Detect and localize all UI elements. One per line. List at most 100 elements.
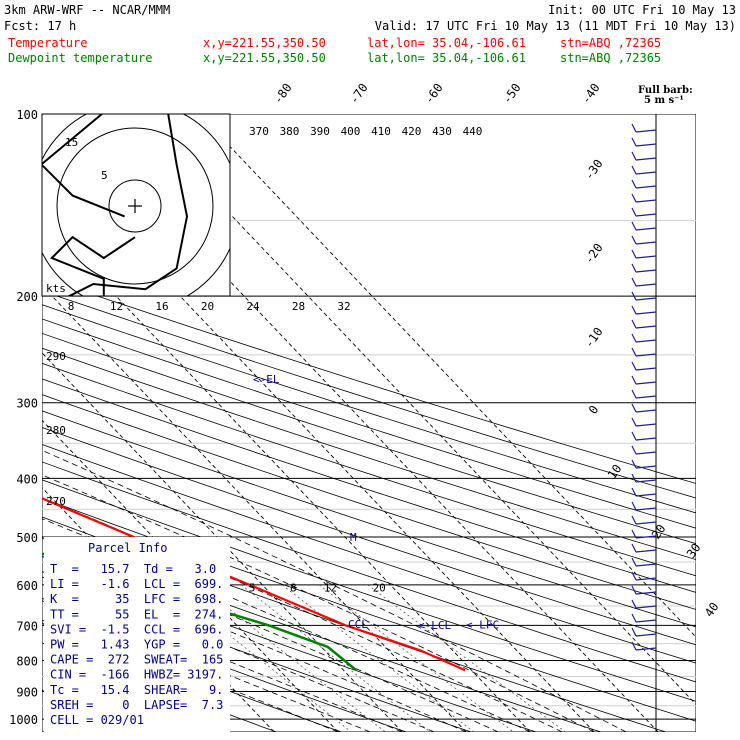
barb-legend-unit: 5 m s⁻¹ xyxy=(644,95,684,106)
wind-barb xyxy=(631,515,657,525)
dry-adiabat xyxy=(42,290,696,499)
wind-barb xyxy=(631,165,657,175)
parcel-info-line: LI = -1.6 LCL = 699. xyxy=(50,577,223,591)
wind-barb xyxy=(631,249,657,259)
legend-dew-latlon: lat,lon= 35.04,-106.61 xyxy=(367,51,526,65)
parcel-info-line: CELL = 029/01 xyxy=(50,713,144,727)
wind-barb xyxy=(631,557,657,567)
parcel-info-line: CIN = -166 HWBZ= 3197. xyxy=(50,668,223,682)
hodograph-trace xyxy=(42,114,189,296)
theta-label: 420 xyxy=(402,125,422,138)
barb-legend-title: Full barb: xyxy=(638,85,693,96)
dry-adiabat xyxy=(42,427,696,646)
legend-temperature: Temperature xyxy=(8,36,87,50)
moist-adiabat xyxy=(42,600,371,732)
mixing-ratio-line xyxy=(198,584,386,732)
wind-barb xyxy=(631,599,657,609)
isotherm-label: 10 xyxy=(605,462,625,482)
moist-adiabat xyxy=(42,497,563,732)
hodograph-ring-label: 15 xyxy=(65,136,78,149)
hodo-speed-label: 12 xyxy=(110,300,123,313)
wind-barb xyxy=(631,641,657,651)
dry-adiabat xyxy=(42,347,696,561)
dry-adiabat xyxy=(42,461,696,683)
hodo-speed-label: 24 xyxy=(246,300,260,313)
pressure-label: 600 xyxy=(16,579,38,593)
dry-adiabat xyxy=(42,378,696,593)
legend-temp-stn: stn=ABQ ,72365 xyxy=(560,36,661,50)
theta-label: 430 xyxy=(432,125,452,138)
theta-label: 410 xyxy=(371,125,391,138)
pressure-label: 300 xyxy=(16,397,38,411)
mixing-ratio-label: 5 xyxy=(249,582,256,595)
wind-barb xyxy=(631,263,657,273)
hodo-speed-unit: kts xyxy=(46,282,66,295)
dewpoint-profile xyxy=(42,552,358,672)
wind-barb xyxy=(631,235,657,245)
sounding-profiles xyxy=(42,497,466,672)
wind-barb xyxy=(631,277,657,287)
dry-adiabat xyxy=(42,410,696,628)
lcl-marker: <-LCL xyxy=(418,619,451,632)
legend-temp-xy: x,y=221.55,350.50 xyxy=(203,36,326,50)
hodo-speed-label: 16 xyxy=(155,300,168,313)
theta-label: 440 xyxy=(463,125,483,138)
hodo-speed-label: 28 xyxy=(292,300,305,313)
parcel-info-panel: Parcel Info T = 15.7 Td = 3.0LI = -1.6 L… xyxy=(44,537,230,732)
dry-adiabat xyxy=(42,576,472,732)
mixing-ratio-line xyxy=(318,584,514,732)
mixing-ratio-line xyxy=(240,584,431,732)
parcel-info-line: PW = 1.43 YGP = 0.0 xyxy=(50,638,223,652)
isotherm xyxy=(42,352,403,732)
dry-adiabat xyxy=(42,318,696,529)
wind-barb xyxy=(631,613,657,623)
wind-barb xyxy=(631,333,657,343)
wind-barb xyxy=(631,361,657,371)
isotherm xyxy=(198,114,696,638)
theta-label: 380 xyxy=(280,125,300,138)
wind-barb xyxy=(631,585,657,595)
theta-label: 390 xyxy=(310,125,330,138)
wind-barb xyxy=(631,179,657,189)
legend-dewpoint: Dewpoint temperature xyxy=(8,51,153,65)
ccl-marker: CCL xyxy=(348,618,368,631)
wind-barb xyxy=(631,571,657,581)
wind-barb xyxy=(631,193,657,203)
wind-barb xyxy=(631,151,657,161)
dry-adiabat xyxy=(42,394,696,610)
parcel-info-line: T = 15.7 Td = 3.0 xyxy=(50,562,216,576)
parcel-info-line: K = 35 LFC = 698. xyxy=(50,592,223,606)
parcel-info-line: CAPE = 272 SWEAT= 165 xyxy=(50,653,223,667)
wind-barb xyxy=(631,305,657,315)
pressure-label: 100 xyxy=(16,108,38,122)
wind-barb xyxy=(631,627,657,637)
hodograph-ring-label: 5 xyxy=(101,169,108,182)
valid-time: Valid: 17 UTC Fri 10 May 13 (11 MDT Fri … xyxy=(375,19,736,33)
pressure-label: 800 xyxy=(16,655,38,669)
pressure-label: 900 xyxy=(16,685,38,699)
hodo-speed-label: 8 xyxy=(68,300,75,313)
wind-barb xyxy=(631,543,657,553)
theta-label: 400 xyxy=(341,125,361,138)
theta-label: 290 xyxy=(46,350,66,363)
dry-adiabat xyxy=(42,276,696,484)
hodo-speed-label: 32 xyxy=(337,300,350,313)
wind-barb xyxy=(631,403,657,413)
dry-adiabat xyxy=(42,304,696,514)
isotherm xyxy=(134,114,696,706)
pressure-label: 400 xyxy=(16,472,38,486)
mixing-ratio-line xyxy=(367,584,566,732)
isotherm xyxy=(42,217,531,732)
pressure-label: 1000 xyxy=(9,713,38,727)
wind-barb xyxy=(631,319,657,329)
wind-barb xyxy=(631,431,657,441)
moist-adiabat xyxy=(42,449,627,732)
legend-dew-xy: x,y=221.55,350.50 xyxy=(203,51,326,65)
wind-barb xyxy=(631,417,657,427)
el-marker: <-EL xyxy=(253,373,280,386)
dry-adiabat xyxy=(42,597,407,732)
parcel-info-line: SREH = 0 LAPSE= 7.3 xyxy=(50,698,223,712)
wind-barb xyxy=(631,529,657,539)
wind-barb xyxy=(631,445,657,455)
